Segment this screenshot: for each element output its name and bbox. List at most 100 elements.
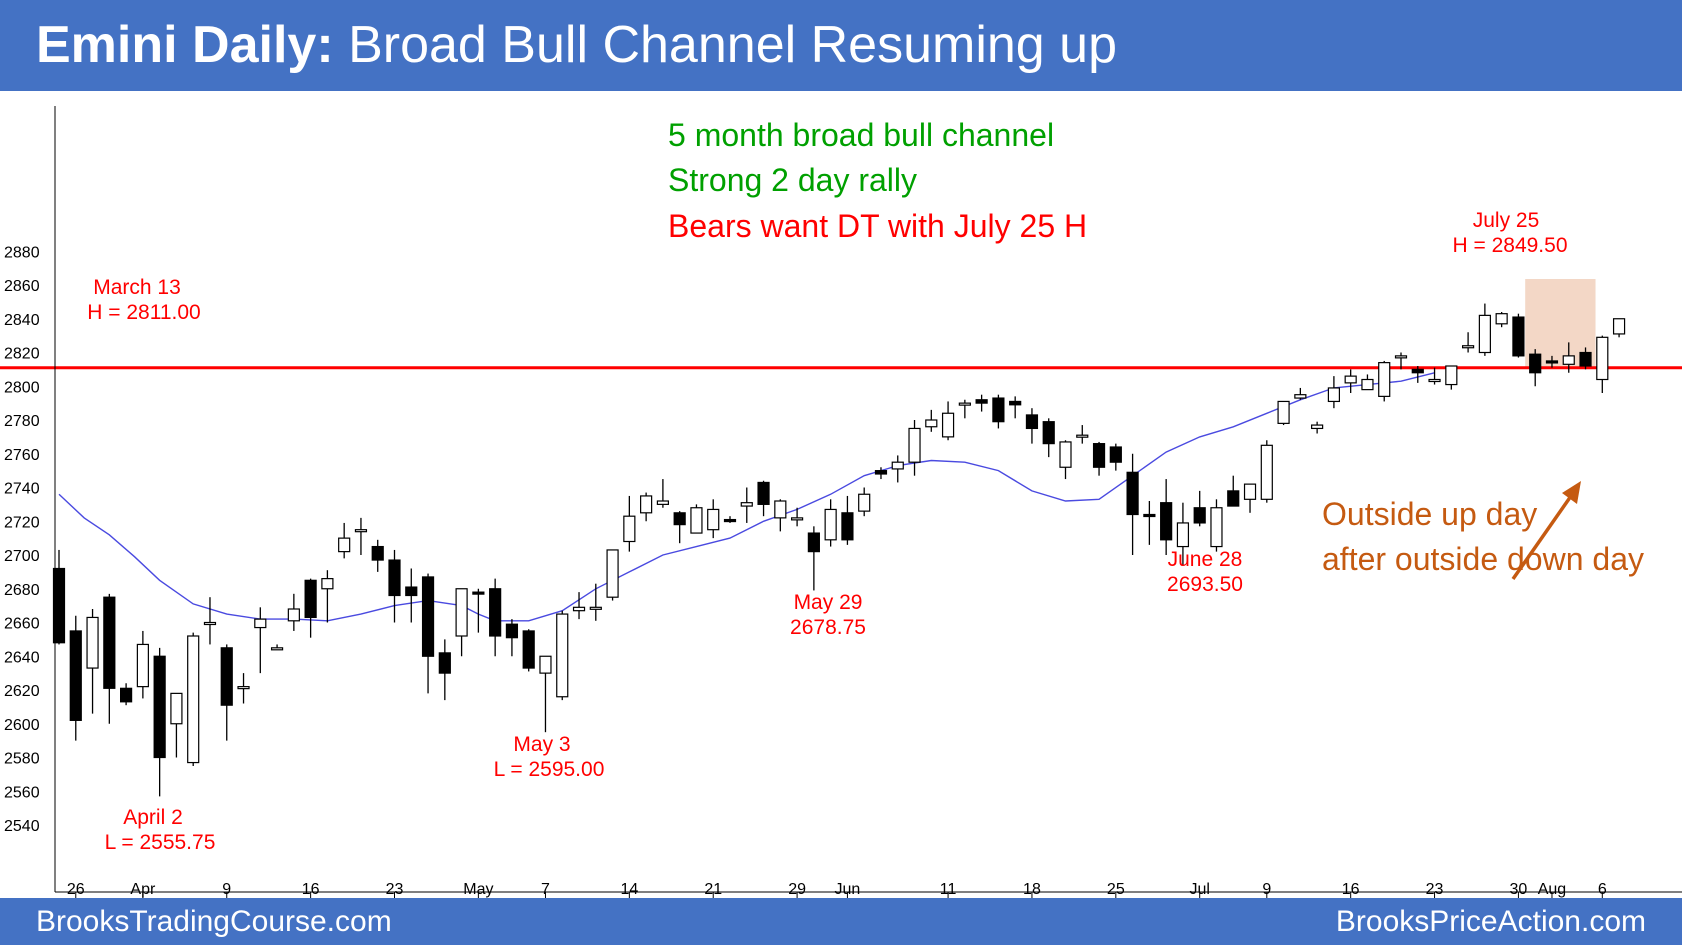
bull-candle-body <box>1495 313 1508 325</box>
x-tick-label: 7 <box>541 881 550 898</box>
bear-candle-body <box>1009 400 1022 406</box>
bear-candle-body <box>1143 513 1156 518</box>
candle <box>1243 483 1257 513</box>
bull-candle-body <box>1243 483 1257 500</box>
bear-candle-body <box>421 576 435 657</box>
candle <box>1227 475 1240 507</box>
candle <box>388 549 401 623</box>
candle <box>371 539 384 572</box>
candle <box>707 499 720 539</box>
note-outside-down: after outside down day <box>1322 541 1644 577</box>
x-tick-label: 16 <box>302 881 320 898</box>
bear-candle-body <box>52 567 66 644</box>
y-tick-label: 2780 <box>4 413 40 430</box>
bear-candle-body <box>757 481 770 505</box>
candle <box>556 610 569 701</box>
candle <box>690 504 703 534</box>
candle <box>522 629 535 672</box>
candle <box>656 479 670 508</box>
bear-candle-body <box>1411 368 1424 374</box>
label-march13-high: H = 2811.00 <box>87 301 201 324</box>
bull-candle-body <box>254 618 267 629</box>
bear-candle-body <box>489 588 502 637</box>
title-rest: Broad Bull Channel Resuming up <box>348 16 1117 74</box>
bull-candle-body <box>1210 507 1223 548</box>
x-tick-label: Jun <box>835 881 861 898</box>
bull-candle-body <box>1327 387 1341 403</box>
bull-candle-body <box>539 655 552 674</box>
candle <box>86 609 99 714</box>
bull-candle-body <box>1176 522 1190 548</box>
candle <box>170 692 183 758</box>
bear-candle-body <box>1025 414 1039 430</box>
candle <box>1076 425 1089 444</box>
footer-link-right[interactable]: BrooksPriceAction.com <box>1335 905 1646 938</box>
bear-candle-body <box>992 397 1005 423</box>
candle <box>136 630 149 699</box>
candle <box>338 522 351 559</box>
candle <box>1176 502 1190 566</box>
bear-candle-body <box>103 596 116 689</box>
candle <box>1394 352 1408 370</box>
candle <box>187 632 200 766</box>
x-tick-label: Jul <box>1189 881 1209 898</box>
y-tick-label: 2640 <box>4 649 40 666</box>
candle <box>723 516 737 523</box>
x-tick-label: May <box>463 881 493 898</box>
bull-candle-body <box>623 515 636 543</box>
bull-candle-body <box>589 606 602 610</box>
bull-candle-body <box>1277 400 1290 424</box>
bear-candle-body <box>1092 443 1106 468</box>
bear-candle-body <box>975 399 988 404</box>
bull-candle-body <box>640 495 653 514</box>
candle <box>52 549 66 645</box>
y-tick-label: 2600 <box>4 717 40 734</box>
bull-candle-body <box>1260 444 1273 500</box>
bull-candle-body <box>1461 345 1475 349</box>
candle <box>757 480 770 517</box>
candle <box>237 673 250 704</box>
candle <box>673 511 686 544</box>
candle <box>1378 360 1391 402</box>
y-tick-label: 2800 <box>4 379 40 396</box>
bull-candle-body <box>925 419 938 428</box>
candle <box>1277 400 1290 426</box>
candle <box>1193 490 1206 527</box>
bull-candle-body <box>572 606 586 612</box>
candle <box>287 593 300 631</box>
label-march13: March 13 <box>93 276 181 299</box>
bull-candle-body <box>1612 318 1626 335</box>
candle <box>539 655 552 733</box>
candle <box>1562 342 1575 373</box>
x-tick-label: 6 <box>1598 881 1607 898</box>
candle <box>1361 374 1374 391</box>
candle <box>1025 408 1039 444</box>
bull-candle-body <box>606 549 619 598</box>
footer-link-left[interactable]: BrooksTradingCourse.com <box>36 905 392 938</box>
label-may3: May 3 <box>513 733 571 756</box>
bear-candle-body <box>220 647 233 706</box>
candle <box>1344 369 1357 393</box>
x-tick-label: Aug <box>1538 881 1566 898</box>
x-tick-label: 18 <box>1023 881 1041 898</box>
candle <box>1109 443 1122 471</box>
bear-candle-body <box>304 579 317 619</box>
bull-candle-body <box>455 588 468 637</box>
y-tick-label: 2560 <box>4 784 40 801</box>
y-tick-label: 2660 <box>4 616 40 633</box>
bear-candle-body <box>723 518 737 523</box>
bull-candle-body <box>858 493 871 512</box>
label-june28-low: 2693.50 <box>1167 573 1243 596</box>
bull-candle-body <box>136 643 149 688</box>
candle <box>1461 332 1475 353</box>
candle <box>975 394 988 412</box>
candle <box>304 578 317 638</box>
bear-candle-body <box>1126 471 1139 516</box>
candle <box>405 568 418 623</box>
x-tick-label: 26 <box>67 881 85 898</box>
candle <box>1210 499 1223 552</box>
candle <box>1612 318 1626 338</box>
bull-candle-body <box>556 613 569 698</box>
bear-candle-body <box>1042 421 1055 445</box>
candle <box>807 526 820 591</box>
